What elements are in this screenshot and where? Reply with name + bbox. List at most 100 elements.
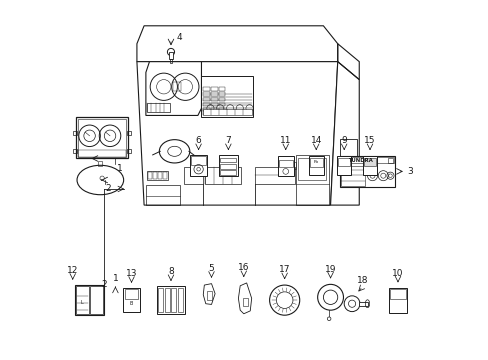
Bar: [203, 103, 209, 106]
Bar: [158, 288, 163, 312]
Bar: [203, 108, 209, 111]
Bar: [147, 172, 152, 179]
Bar: [337, 158, 349, 166]
Bar: [183, 167, 203, 184]
Bar: [296, 155, 328, 205]
Bar: [211, 87, 217, 91]
Text: B: B: [130, 301, 133, 306]
Bar: [340, 157, 393, 163]
Bar: [89, 286, 103, 314]
Bar: [388, 288, 406, 313]
Text: 18: 18: [356, 276, 368, 285]
Bar: [203, 93, 209, 96]
Text: 8: 8: [168, 267, 174, 276]
Bar: [191, 156, 205, 165]
Bar: [219, 103, 225, 106]
Bar: [211, 103, 217, 106]
Bar: [76, 117, 128, 158]
Bar: [220, 164, 236, 168]
Bar: [201, 76, 253, 117]
Bar: [340, 166, 365, 186]
Bar: [389, 289, 405, 300]
Text: Po: Po: [313, 160, 318, 164]
Polygon shape: [238, 283, 251, 314]
Bar: [220, 170, 236, 175]
Bar: [339, 139, 356, 173]
Polygon shape: [203, 284, 215, 305]
Bar: [293, 162, 296, 169]
Bar: [219, 98, 225, 101]
Bar: [145, 185, 180, 205]
Circle shape: [326, 317, 330, 320]
Bar: [127, 149, 131, 153]
Bar: [243, 298, 248, 306]
Text: 3: 3: [406, 167, 412, 176]
Bar: [124, 289, 138, 300]
Text: 12: 12: [67, 266, 78, 275]
Text: 1: 1: [112, 274, 118, 283]
Bar: [219, 93, 225, 96]
Text: 14: 14: [310, 136, 321, 145]
Circle shape: [317, 284, 343, 310]
Bar: [168, 52, 173, 59]
Bar: [147, 103, 170, 112]
Bar: [308, 156, 323, 175]
Bar: [164, 288, 169, 312]
Text: 19: 19: [324, 265, 336, 274]
Bar: [309, 158, 322, 167]
Text: 13: 13: [125, 269, 137, 278]
Bar: [277, 156, 293, 176]
Ellipse shape: [167, 146, 181, 156]
Bar: [172, 82, 180, 91]
Bar: [219, 87, 225, 91]
Bar: [75, 285, 104, 315]
Bar: [387, 158, 392, 163]
Bar: [171, 288, 176, 312]
Text: L: L: [81, 300, 83, 305]
Text: 10: 10: [391, 269, 403, 278]
Bar: [190, 155, 207, 176]
Circle shape: [269, 285, 299, 315]
Bar: [203, 109, 251, 116]
Bar: [363, 158, 375, 166]
Text: 4: 4: [176, 33, 182, 42]
Bar: [147, 171, 168, 180]
Text: 6: 6: [195, 136, 201, 145]
Bar: [203, 98, 209, 101]
Bar: [255, 167, 294, 184]
Bar: [78, 119, 126, 157]
Bar: [219, 155, 237, 176]
Bar: [123, 288, 140, 312]
Text: 2: 2: [105, 184, 111, 193]
Bar: [156, 286, 185, 314]
Bar: [158, 172, 162, 179]
Bar: [298, 158, 325, 180]
Circle shape: [344, 296, 359, 312]
Bar: [219, 108, 225, 111]
Bar: [98, 161, 102, 166]
Bar: [278, 159, 292, 167]
Text: 2: 2: [101, 280, 106, 289]
Bar: [178, 288, 183, 312]
Text: 5: 5: [208, 264, 214, 273]
Bar: [362, 156, 376, 175]
Bar: [152, 172, 157, 179]
Text: 16: 16: [238, 263, 249, 272]
Text: 7: 7: [225, 136, 231, 145]
Text: 9: 9: [341, 136, 346, 145]
Bar: [206, 291, 212, 300]
Text: TUNDRA: TUNDRA: [347, 158, 372, 163]
Text: 11: 11: [280, 136, 291, 145]
Ellipse shape: [77, 165, 123, 195]
Bar: [78, 150, 126, 157]
Text: 1: 1: [116, 164, 122, 173]
Bar: [169, 59, 172, 63]
Bar: [220, 158, 236, 162]
Bar: [127, 131, 131, 135]
Bar: [73, 131, 77, 135]
Bar: [73, 149, 77, 153]
Bar: [211, 108, 217, 111]
Bar: [336, 156, 351, 175]
Text: 15: 15: [364, 136, 375, 145]
Polygon shape: [137, 62, 337, 205]
